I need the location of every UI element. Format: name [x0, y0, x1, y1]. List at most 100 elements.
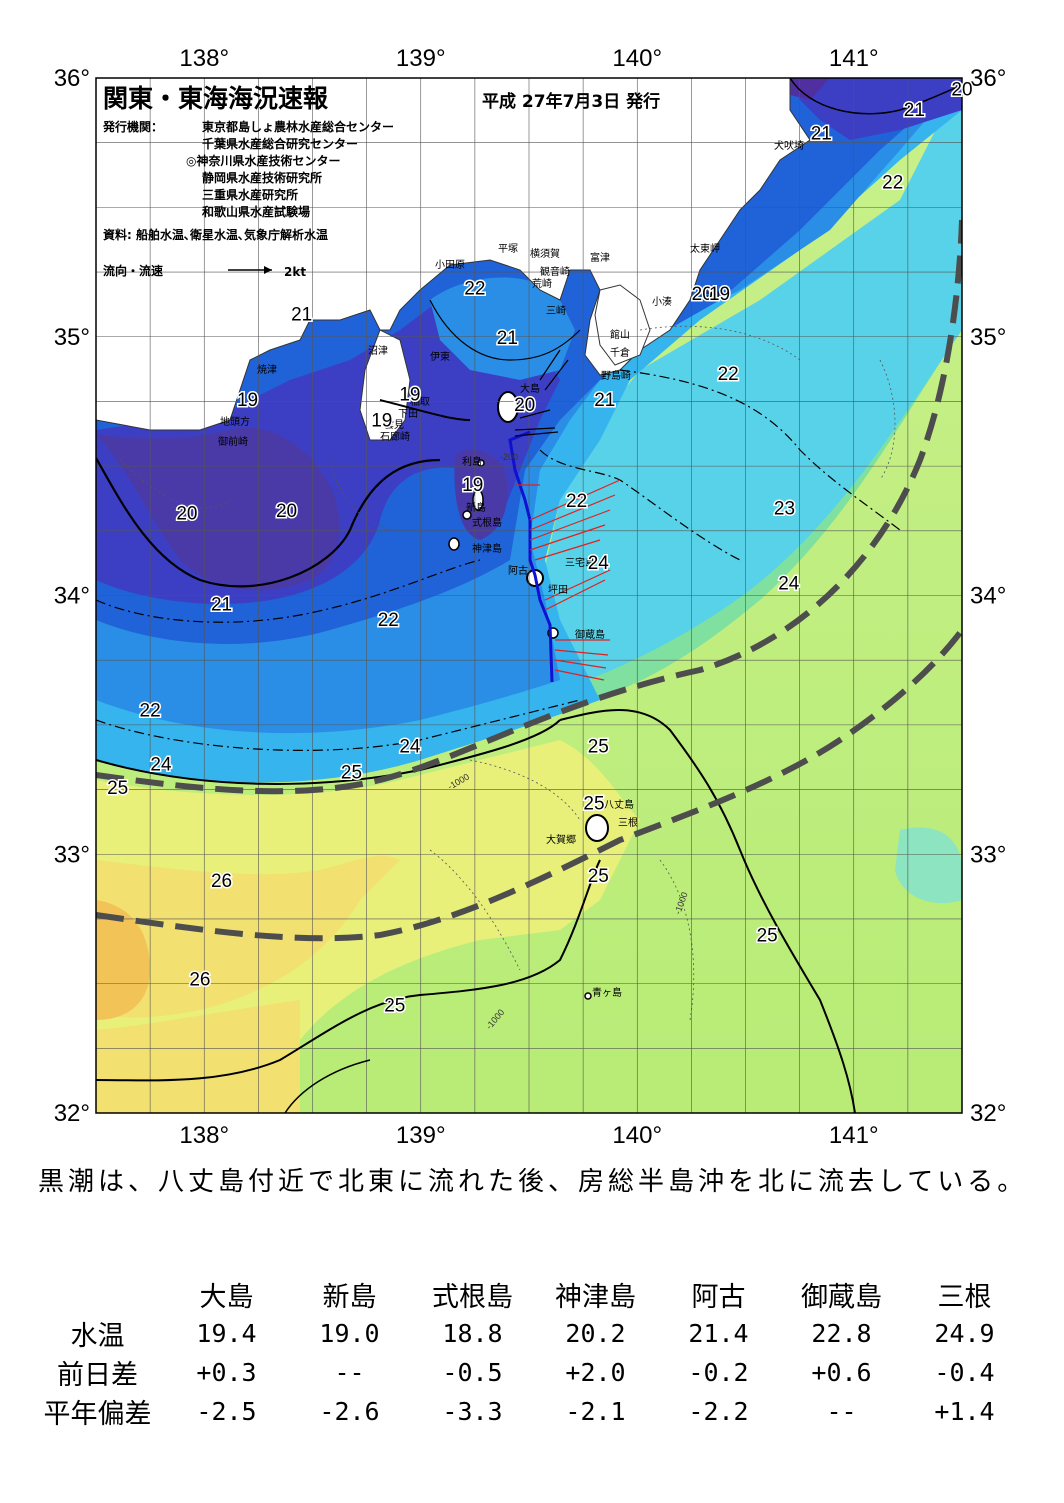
lon-labels-bottom: 138° 139° 140° 141° [179, 1122, 878, 1149]
issuer-2: 千葉県水産総合研究センター [202, 136, 358, 151]
lon-label: 141° [829, 1122, 879, 1149]
isotherm-label: 21 [904, 100, 925, 121]
legend-label: 流向・流速 [103, 263, 163, 278]
isotherm-label: 22 [140, 700, 161, 721]
isotherm-label: 24 [778, 574, 800, 595]
isotherm-label: 25 [384, 995, 405, 1016]
place-inubozaki: 犬吠埼 [774, 139, 804, 152]
isotherm-label: 25 [341, 762, 362, 783]
isotherm-label: 20 [276, 501, 297, 522]
table-cell: -0.2 [688, 1358, 749, 1387]
isotherm-label: 23 [774, 499, 795, 520]
place-okago: 大賀郷 [546, 833, 576, 846]
place-inatori: 稲取 [410, 396, 430, 408]
place-ako: 阿古 [508, 564, 528, 577]
lat-label: 36° [970, 65, 1006, 92]
issuer-3: ◎神奈川県水産技術センター [186, 153, 340, 168]
lon-label: 141° [829, 45, 879, 72]
lon-label: 140° [612, 1122, 662, 1149]
table-row: 水温 19.4 19.0 18.8 20.2 21.4 22.8 24.9 [30, 1314, 1026, 1353]
place-yaizu: 焼津 [257, 364, 277, 376]
row-label: 平年偏差 [43, 1399, 152, 1430]
isotherm-label: 21 [211, 594, 232, 615]
lat-lon-grid [96, 78, 962, 1113]
place-mitsune: 三根 [618, 816, 638, 829]
isotherm-label: 21 [291, 304, 312, 325]
place-irozaki: 石廊崎 [380, 430, 410, 443]
place-nojimazaki: 野島崎 [601, 369, 631, 382]
lat-labels-left: 36° 35° 34° 33° 32° [54, 65, 90, 1127]
lon-label: 139° [396, 45, 446, 72]
place-jitogata: 地頭方 [220, 415, 250, 428]
place-odawara: 小田原 [435, 259, 465, 271]
place-mikurajima: 御蔵島 [575, 628, 605, 641]
isotherm-label: 20 [692, 284, 713, 305]
isotherm-label: 25 [757, 925, 778, 946]
current-vectors-black [514, 349, 569, 437]
station-header: 新島 [322, 1282, 377, 1313]
station-table: 大島 新島 式根島 神津島 阿古 御蔵島 三根 水温 19.4 19.0 18.… [30, 1275, 1026, 1431]
table-cell: -2.6 [319, 1397, 380, 1426]
island-kozushima [448, 537, 460, 551]
isotherm-label: 19 [237, 390, 258, 411]
legend-arrow-head [264, 266, 272, 274]
isotherm-label: 25 [107, 778, 128, 799]
isotherm-label: 26 [211, 871, 232, 892]
isotherm-label: 24 [150, 755, 172, 776]
isotherm-label: 22 [566, 491, 587, 512]
isotherm-label: 26 [189, 969, 210, 990]
row-label: 前日差 [57, 1360, 138, 1391]
station-header: 御蔵島 [801, 1282, 882, 1313]
isotherm-label: 25 [588, 737, 609, 758]
lon-labels-top: 138° 139° 140° 141° [179, 45, 878, 72]
issuer-6: 和歌山県水産試験場 [201, 204, 310, 219]
lat-label: 34° [970, 583, 1006, 610]
place-chikura: 千倉 [610, 346, 630, 359]
lon-label: 140° [612, 45, 662, 72]
issue-date: 平成 27年7月3日 発行 [482, 91, 660, 112]
table-cell: -2.2 [688, 1397, 749, 1426]
lat-label: 36° [54, 65, 90, 92]
table-cell: +1.4 [934, 1397, 995, 1426]
place-niijima: 新島 [466, 501, 486, 514]
station-header: 大島 [199, 1282, 254, 1313]
isotherm-label: 22 [882, 173, 903, 194]
depth-contours [119, 325, 896, 1021]
isotherm-label: 21 [497, 328, 518, 349]
lon-label: 139° [396, 1122, 446, 1149]
place-shikinejima: 式根島 [472, 516, 502, 529]
isotherm-label: 22 [378, 610, 399, 631]
place-taitomisaki: 太東岬 [690, 242, 720, 255]
table-cell: -2.5 [196, 1397, 257, 1426]
station-header: 神津島 [555, 1282, 636, 1313]
table-cell: 21.4 [688, 1319, 749, 1348]
isotherm-label: 22 [464, 279, 485, 300]
isotherm-label: 25 [583, 794, 604, 815]
station-header: 式根島 [432, 1282, 513, 1313]
place-labels: 犬吠埼 太東岬 小湊 鴨川 館山 千倉 野島崎 富津 観音崎 荒崎 三崎 横須賀… [218, 139, 804, 999]
isotherm-label: 20 [951, 79, 972, 100]
map-title: 関東・東海海況速報 [103, 84, 329, 113]
isotherm-label: 20 [514, 395, 535, 416]
table-row: 前日差 +0.3 -- -0.5 +2.0 -0.2 +0.6 -0.4 [30, 1353, 1026, 1392]
table-cell: 18.8 [442, 1319, 503, 1348]
table-cell: 19.4 [196, 1319, 257, 1348]
place-yokosuka: 横須賀 [530, 247, 560, 260]
station-header: 三根 [937, 1282, 992, 1313]
legend-scale: 2kt [284, 265, 306, 279]
place-oshima: 大島 [520, 382, 540, 395]
lat-label: 33° [970, 841, 1006, 868]
isotherm-label: 19 [709, 284, 730, 305]
place-kozushima: 神津島 [472, 542, 502, 555]
lon-label: 138° [179, 1122, 229, 1149]
place-futtsu: 富津 [590, 251, 610, 264]
station-header-row: 大島 新島 式根島 神津島 阿古 御蔵島 三根 [30, 1275, 1026, 1314]
summary-text: 黒潮は、八丈島付近で北東に流れた後、房総半島沖を北に流去している。 [38, 1167, 1028, 1197]
depth-label-200: -200 [500, 452, 518, 462]
current-vectors-red [515, 479, 621, 681]
place-kominato: 小湊 [652, 295, 672, 308]
table-cell: -0.4 [934, 1358, 995, 1387]
table-cell: 22.8 [811, 1319, 872, 1348]
isotherm-label: 20 [176, 504, 197, 525]
